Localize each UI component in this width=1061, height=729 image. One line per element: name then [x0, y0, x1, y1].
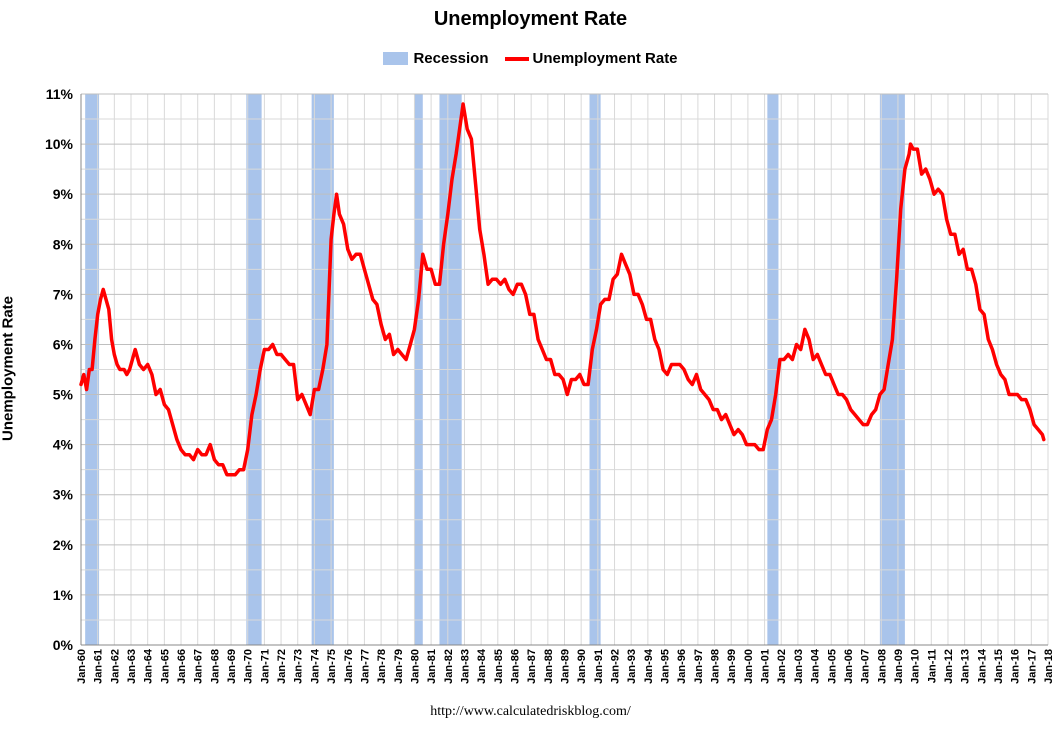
x-tick-label: Jan-61 — [93, 649, 105, 684]
x-tick-label: Jan-97 — [693, 649, 705, 684]
y-tick-label: 9% — [53, 186, 74, 202]
x-tick-label: Jan-83 — [459, 649, 471, 684]
x-tick-label: Jan-95 — [660, 649, 672, 684]
x-tick-label: Jan-98 — [710, 649, 722, 684]
x-tick-label: Jan-85 — [493, 649, 505, 684]
x-tick-label: Jan-69 — [226, 649, 238, 684]
x-tick-label: Jan-64 — [143, 648, 155, 684]
x-tick-label: Jan-71 — [259, 649, 271, 684]
x-tick-label: Jan-80 — [409, 649, 421, 684]
y-tick-label: 3% — [53, 487, 74, 503]
x-tick-label: Jan-10 — [910, 649, 922, 684]
x-tick-label: Jan-04 — [810, 648, 822, 684]
x-tick-label: Jan-91 — [593, 649, 605, 684]
y-tick-label: 10% — [45, 136, 74, 152]
x-tick-label: Jan-78 — [376, 649, 388, 684]
x-tick-label: Jan-63 — [126, 649, 138, 684]
x-tick-label: Jan-88 — [543, 649, 555, 684]
y-tick-label: 7% — [53, 286, 74, 302]
x-tick-label: Jan-03 — [793, 649, 805, 684]
y-tick-label: 5% — [53, 387, 74, 403]
y-tick-label: 2% — [53, 537, 74, 553]
y-tick-label: 0% — [53, 637, 74, 653]
x-tick-label: Jan-79 — [393, 649, 405, 684]
x-tick-label: Jan-94 — [643, 648, 655, 684]
x-tick-label: Jan-62 — [109, 649, 121, 684]
x-tick-label: Jan-87 — [526, 649, 538, 684]
x-tick-label: Jan-89 — [560, 649, 572, 684]
x-tick-label: Jan-75 — [326, 649, 338, 684]
x-tick-label: Jan-82 — [443, 649, 455, 684]
x-tick-label: Jan-86 — [509, 649, 521, 684]
y-tick-label: 11% — [46, 86, 74, 102]
x-tick-label: Jan-90 — [576, 649, 588, 684]
x-tick-label: Jan-93 — [626, 649, 638, 684]
x-tick-label: Jan-15 — [993, 649, 1005, 684]
x-tick-label: Jan-65 — [159, 649, 171, 684]
x-tick-label: Jan-99 — [726, 649, 738, 684]
line-series — [79, 102, 1046, 477]
x-tick-label: Jan-09 — [893, 649, 905, 684]
x-tick-label: Jan-13 — [960, 649, 972, 684]
x-tick-label: Jan-96 — [676, 649, 688, 684]
legend-item-recession: Recession — [383, 50, 489, 67]
legend-label-recession: Recession — [413, 50, 489, 67]
legend-item-unemployment: Unemployment Rate — [504, 50, 678, 67]
x-tick-label: Jan-76 — [343, 649, 355, 684]
x-tick-label: Jan-74 — [309, 648, 321, 684]
x-tick-label: Jan-12 — [943, 649, 955, 684]
x-tick-label: Jan-00 — [743, 649, 755, 684]
x-tick-label: Jan-77 — [359, 649, 371, 684]
y-axis-label: Unemployment Rate — [0, 295, 17, 442]
y-tick-label: 1% — [53, 587, 74, 603]
x-tick-label: Jan-17 — [1026, 649, 1038, 684]
x-tick-label: Jan-08 — [876, 649, 888, 684]
x-tick-label: Jan-18 — [1043, 649, 1055, 684]
x-tick-label: Jan-73 — [293, 649, 305, 684]
legend-label-unemployment: Unemployment Rate — [532, 50, 678, 67]
x-tick-label: Jan-05 — [826, 649, 838, 684]
legend-swatch-line — [504, 56, 529, 61]
x-tick-label: Jan-81 — [426, 649, 438, 684]
x-tick-label: Jan-02 — [776, 649, 788, 684]
y-tick-label: 4% — [53, 437, 74, 453]
x-tick-label: Jan-01 — [760, 649, 772, 684]
x-tick-label: Jan-14 — [976, 648, 988, 684]
y-tick-label: 6% — [53, 336, 74, 352]
x-tick-label: Jan-11 — [926, 649, 938, 683]
x-tick-label: Jan-67 — [193, 649, 205, 684]
x-tick-label: Jan-70 — [243, 649, 255, 684]
y-tick-labels: 0% 1% 2% 3% 4% 5% 6% 7% 8% 9% 10% 11% — [45, 86, 74, 653]
source-note: http://www.calculatedriskblog.com/ — [430, 704, 631, 719]
x-tick-label: Jan-66 — [176, 649, 188, 684]
x-tick-label: Jan-07 — [860, 649, 872, 684]
chart-title: Unemployment Rate — [433, 8, 628, 30]
x-tick-label: Jan-60 — [76, 649, 88, 684]
x-tick-label: Jan-84 — [476, 648, 488, 684]
x-tick-label: Jan-72 — [276, 649, 288, 684]
y-tick-label: 8% — [53, 236, 74, 252]
x-tick-label: Jan-16 — [1010, 649, 1022, 684]
legend-swatch-recession — [383, 52, 409, 65]
x-tick-label: Jan-68 — [209, 649, 221, 684]
unemployment-rate-line — [79, 102, 1046, 477]
x-tick-label: Jan-06 — [843, 649, 855, 684]
x-tick-label: Jan-92 — [610, 649, 622, 684]
legend: Recession Unemployment Rate — [0, 50, 1061, 67]
x-tick-labels: Jan-60 Jan-61 Jan-62 Jan-63 Jan-64 Jan-65 Jan-… — [76, 648, 1055, 684]
axes — [80, 94, 1048, 646]
